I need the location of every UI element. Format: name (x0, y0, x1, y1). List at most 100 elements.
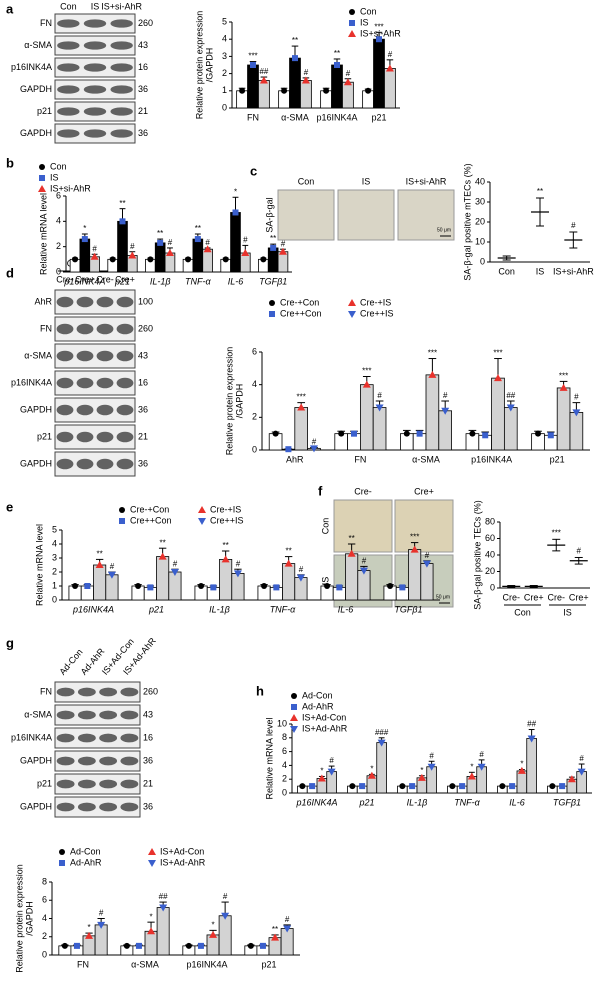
legend-label: Cre-+Con (280, 297, 319, 307)
y-tick-label: 8 (282, 732, 287, 742)
data-point (377, 739, 386, 747)
blot-band (99, 756, 118, 766)
data-point (493, 374, 502, 382)
data-point (399, 584, 406, 591)
bar (357, 570, 371, 601)
data-point (233, 570, 242, 578)
significance: ** (537, 187, 543, 196)
y-tick-label: 0 (480, 256, 485, 266)
data-point (343, 78, 352, 86)
bar (156, 907, 170, 956)
bar (206, 934, 220, 956)
data-point (97, 921, 106, 929)
bar (168, 571, 182, 601)
data-point (365, 87, 372, 94)
data-point (84, 583, 91, 589)
significance: ** (334, 49, 340, 58)
data-point (119, 218, 126, 225)
blot-band (57, 19, 80, 28)
y-axis-label: Relative protein expression (224, 347, 234, 456)
legend-label: Cre-+IS (210, 504, 241, 514)
data-point (482, 432, 489, 439)
x-tick-label: Cre- (503, 592, 521, 602)
y-tick-label: 2 (222, 68, 227, 78)
significance: * (234, 187, 237, 196)
data-point (567, 775, 576, 783)
y-tick-label: 0 (42, 949, 47, 959)
y-tick-label: 5 (222, 16, 227, 26)
blot-band (56, 733, 75, 743)
y-tick-label: 2 (42, 931, 47, 941)
data-point (165, 249, 174, 256)
x-tick-label: IL-6 (338, 604, 354, 614)
significance: # (479, 750, 484, 759)
data-point (221, 912, 230, 920)
blot-strip (54, 773, 141, 795)
blot-band (77, 802, 96, 812)
blot-band (83, 19, 107, 28)
y-tick-label: 5 (52, 524, 57, 534)
blot-band (56, 431, 74, 443)
data-point (157, 239, 164, 246)
bar (408, 549, 422, 601)
data-point (387, 583, 394, 589)
protein-label: GAPDH (20, 801, 52, 811)
protein-label: GAPDH (20, 404, 52, 414)
x-tick-label: p21 (261, 959, 276, 969)
legend-label: IS (50, 172, 59, 182)
data-point (283, 925, 292, 933)
legend-label: Cre++Con (280, 308, 322, 318)
legend-marker (291, 693, 297, 699)
lane-label: Cre- (56, 274, 74, 284)
data-point (261, 583, 268, 589)
bar (438, 410, 452, 451)
protein-label: p21 (37, 778, 52, 788)
significance: * (470, 762, 473, 771)
data-point (299, 783, 306, 790)
significance: ## (527, 720, 536, 729)
data-point (232, 209, 239, 216)
data-point (459, 783, 466, 790)
significance: ## (259, 67, 268, 76)
x-tick-label: p21 (148, 604, 164, 614)
significance: # (377, 391, 382, 400)
data-point (427, 763, 436, 771)
data-point (385, 64, 394, 72)
x-tick-label: FN (354, 454, 366, 464)
y-tick-label: 0 (222, 102, 227, 112)
significance: * (370, 764, 373, 773)
micrograph-column: Con (298, 176, 315, 186)
bar (202, 248, 213, 273)
legend-marker (198, 506, 206, 513)
legend-marker (348, 299, 356, 306)
legend-marker (198, 518, 206, 525)
data-point (185, 256, 192, 263)
blot-band (110, 41, 133, 50)
scale-label: 50 μm (437, 227, 451, 233)
blot-band (99, 687, 118, 697)
bar (154, 242, 166, 273)
blot-band (96, 323, 114, 335)
legend-marker (119, 507, 125, 513)
data-point (297, 403, 306, 411)
y-axis-label: SA-β-gal positive TECs (%) (472, 500, 482, 610)
bar (289, 57, 301, 109)
data-point (260, 256, 267, 263)
significance: ** (160, 538, 166, 547)
blot-band (76, 296, 94, 308)
blot-band (56, 458, 74, 470)
significance: *** (248, 52, 257, 61)
significance: # (173, 559, 178, 568)
significance: * (83, 224, 86, 233)
bar (376, 742, 387, 794)
panel-letter: h (256, 683, 264, 698)
data-point (477, 763, 486, 771)
legend-label: Cre++IS (210, 515, 244, 525)
legend-label: IS+Ad-AhR (160, 857, 206, 867)
y-tick-label: 0 (56, 266, 61, 276)
x-tick-label: IL-1β (150, 276, 171, 286)
blot-band (116, 431, 134, 443)
kda-label: 36 (143, 801, 153, 811)
blot-band (116, 458, 134, 470)
blot-band (116, 377, 134, 389)
